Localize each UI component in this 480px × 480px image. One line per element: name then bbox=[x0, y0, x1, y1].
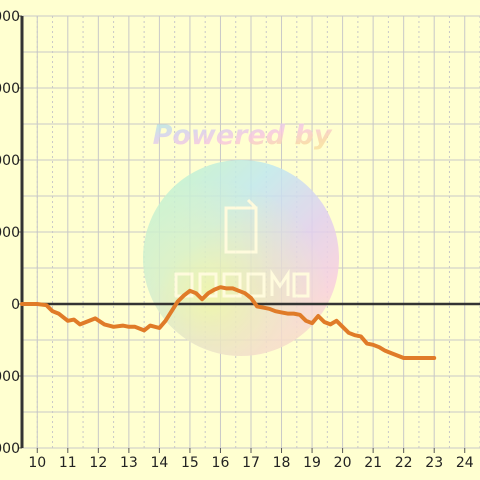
watermark-logo-highlight bbox=[143, 160, 339, 356]
x-tick-label: 13 bbox=[120, 455, 138, 471]
x-tick-label: 23 bbox=[425, 455, 443, 471]
x-tick-label: 21 bbox=[364, 455, 382, 471]
y-tick-label: 9,000 bbox=[0, 81, 20, 97]
y-tick-label: 6,000 bbox=[0, 153, 20, 169]
watermark-text: Powered by bbox=[153, 120, 333, 151]
x-tick-label: 14 bbox=[150, 455, 168, 471]
watermark: Powered by bbox=[143, 120, 339, 356]
x-tick-label: 18 bbox=[273, 455, 291, 471]
x-tick-label: 24 bbox=[456, 455, 474, 471]
x-tick-label: 12 bbox=[89, 455, 107, 471]
x-tick-label: 20 bbox=[334, 455, 352, 471]
y-tick-label: -6,000 bbox=[0, 441, 20, 457]
y-tick-label: 3,000 bbox=[0, 225, 20, 241]
y-tick-label: 12,000 bbox=[0, 9, 20, 25]
x-tick-label: 22 bbox=[395, 455, 413, 471]
series bbox=[20, 285, 437, 360]
y-tick-label: 0 bbox=[11, 297, 20, 313]
x-tick-label: 16 bbox=[212, 455, 230, 471]
x-tick-label: 15 bbox=[181, 455, 199, 471]
x-tick-label: 10 bbox=[28, 455, 46, 471]
x-tick-label: 19 bbox=[303, 455, 321, 471]
x-tick-label: 17 bbox=[242, 455, 260, 471]
y-tick-label: -3,000 bbox=[0, 369, 20, 385]
axes bbox=[18, 15, 480, 453]
tick-labels: 10 11 12 13 14 15 16 17 18 19 20 21 22 23 24 -6,000 -3,0… bbox=[0, 9, 474, 471]
series-line bbox=[20, 285, 437, 360]
watermark-logo-glyph bbox=[224, 198, 258, 254]
x-tick-label: 11 bbox=[59, 455, 77, 471]
